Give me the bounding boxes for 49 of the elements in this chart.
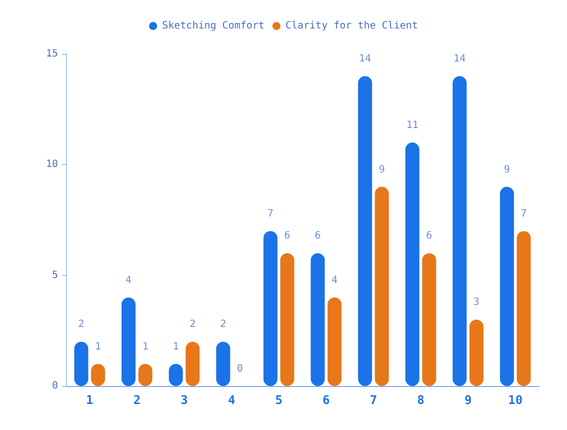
data-label: 14 xyxy=(454,54,466,65)
legend-label: Clarity for the Client xyxy=(285,20,418,32)
data-label: 6 xyxy=(426,230,432,242)
data-label: 11 xyxy=(406,120,418,132)
data-label: 1 xyxy=(142,341,148,352)
legend-label: Sketching Comfort xyxy=(162,20,264,32)
x-tick-label: 5 xyxy=(275,393,282,407)
x-tick-label: 9 xyxy=(464,393,472,407)
x-tick-label: 4 xyxy=(228,393,236,407)
data-label: 14 xyxy=(359,54,372,65)
bar xyxy=(452,76,467,386)
data-label: 2 xyxy=(190,319,196,330)
bar xyxy=(422,253,436,386)
x-tick-label: 1 xyxy=(86,393,94,407)
bar xyxy=(469,320,484,386)
x-tick-label: 2 xyxy=(133,393,141,407)
y-tick-label: 5 xyxy=(52,270,58,281)
data-label: 0 xyxy=(236,364,243,374)
y-tick-label: 15 xyxy=(46,48,58,60)
bar xyxy=(328,297,342,386)
data-label: 1 xyxy=(95,341,102,352)
y-tick-label: 10 xyxy=(46,159,58,170)
bar xyxy=(358,76,372,386)
data-label: 4 xyxy=(126,274,132,286)
bar xyxy=(122,297,136,386)
data-label: 3 xyxy=(473,297,480,308)
data-label: 1 xyxy=(172,341,179,352)
bar xyxy=(516,231,531,386)
x-tick-label: 10 xyxy=(508,393,523,407)
bar xyxy=(500,186,514,386)
bar xyxy=(280,253,294,386)
data-label: 2 xyxy=(220,319,226,330)
x-tick-label: 3 xyxy=(180,393,188,407)
x-tick-label: 7 xyxy=(370,393,378,407)
bar xyxy=(310,253,325,386)
data-label: 4 xyxy=(332,274,338,286)
bar xyxy=(405,142,420,386)
y-tick-label: 0 xyxy=(52,380,58,392)
bar xyxy=(263,231,278,386)
data-label: 9 xyxy=(378,164,385,176)
x-tick-label: 6 xyxy=(322,393,330,407)
data-label: 6 xyxy=(314,230,321,242)
data-label: 6 xyxy=(284,230,290,242)
bar xyxy=(374,186,389,386)
data-label: 7 xyxy=(267,208,274,220)
data-label: 7 xyxy=(520,208,527,220)
x-tick-label: 8 xyxy=(417,393,424,407)
data-label: 9 xyxy=(504,164,510,176)
data-label: 2 xyxy=(78,319,84,330)
